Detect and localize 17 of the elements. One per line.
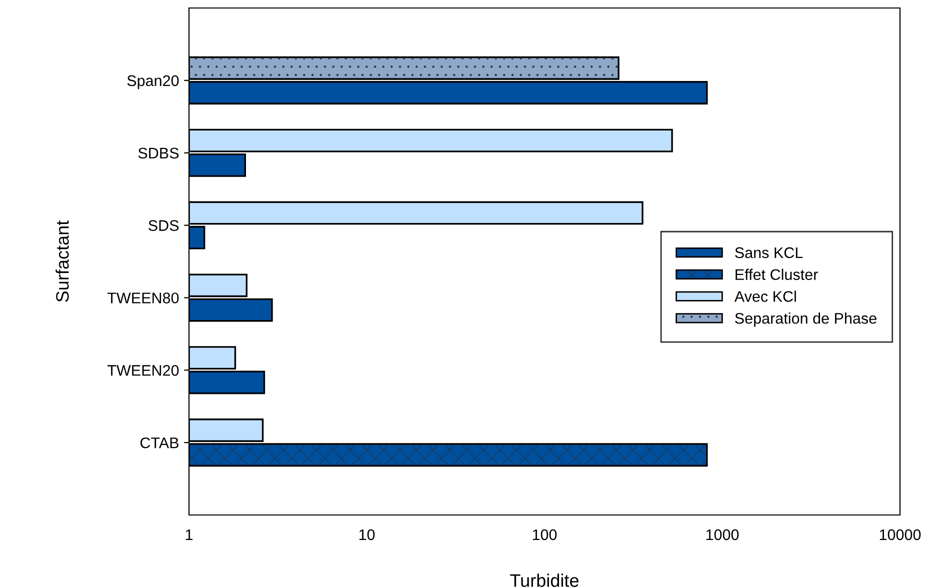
y-tick-label: CTAB xyxy=(140,437,178,448)
legend-label: Effet Cluster xyxy=(736,268,818,280)
x-axis-title: Turbidite xyxy=(510,574,578,587)
legend-label: Sans KCL xyxy=(735,247,803,258)
y-tick-label: TWEEN20 xyxy=(107,365,179,376)
y-axis-title: Surfactant xyxy=(56,220,69,302)
x-tick-label: 1 xyxy=(186,529,193,540)
x-tick-label: 10 xyxy=(359,529,375,540)
y-tick-label: SDS xyxy=(148,220,179,231)
x-tick-label: 10000 xyxy=(880,529,921,540)
y-tick-label: Span20 xyxy=(127,75,179,90)
legend-label: Avec KCl xyxy=(734,290,796,302)
y-tick-label: SDBS xyxy=(138,148,179,159)
y-tick-label: TWEEN80 xyxy=(107,292,179,304)
x-tick-label: 100 xyxy=(532,529,557,540)
legend-label: Separation de Phase xyxy=(735,312,876,327)
x-tick-label: 1000 xyxy=(706,529,739,540)
